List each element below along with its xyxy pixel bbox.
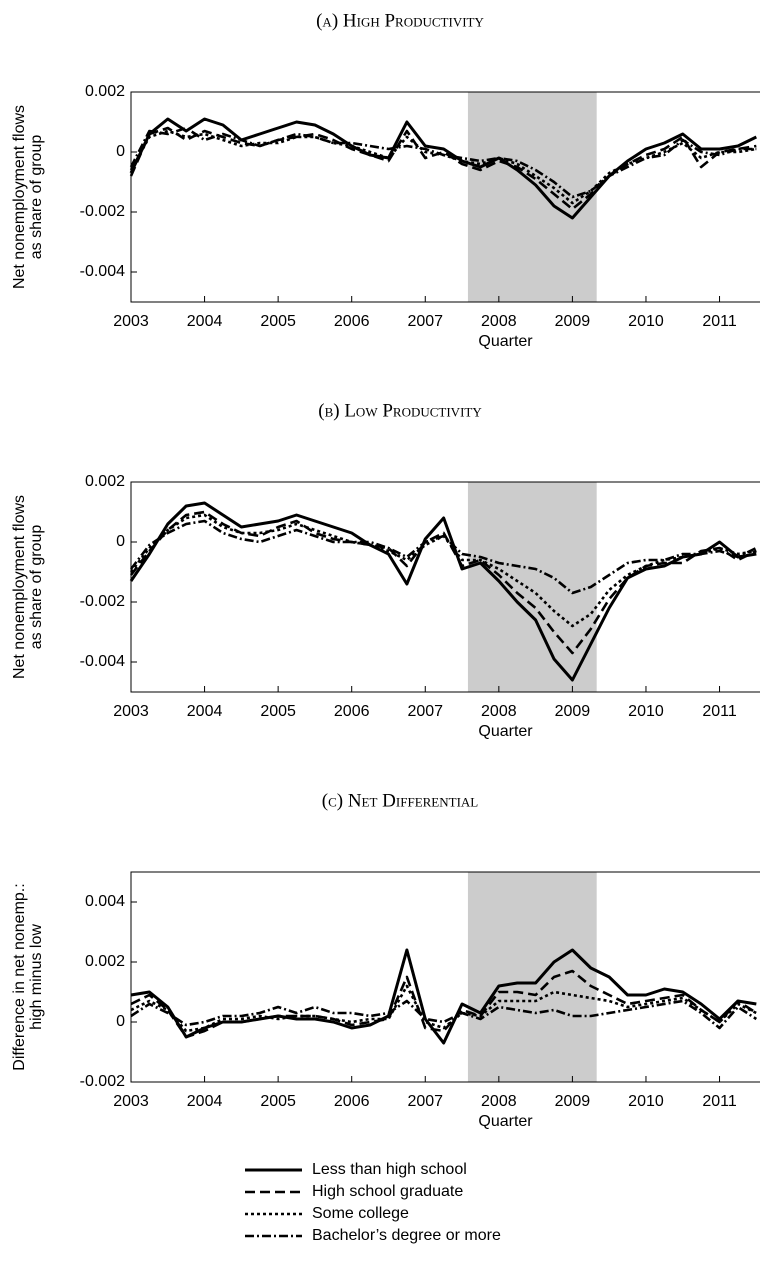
- series-line: Bachelor’s degree or more: [130, 999, 758, 1030]
- panel-title: (a) High Productivity: [316, 10, 484, 31]
- y-axis-label: Net nonemployment flows: [11, 105, 28, 289]
- legend-label: Some college: [312, 1205, 409, 1222]
- y-tick-label: 0.002: [85, 953, 125, 970]
- y-tick-label: -0.004: [80, 653, 125, 670]
- recession-shade: [467, 482, 597, 692]
- y-tick-label: -0.004: [80, 263, 125, 280]
- x-tick-label: 2008: [481, 1093, 517, 1110]
- x-axis-label: Quarter: [478, 1113, 533, 1130]
- series-line: High school graduate: [129, 510, 757, 655]
- x-tick-label: 2005: [260, 313, 296, 330]
- plot-frame: [130, 871, 760, 1083]
- x-tick-label: 2011: [702, 313, 737, 330]
- series-line: Less than high school: [129, 501, 757, 682]
- panel-title: (c) Net Differential: [322, 790, 479, 811]
- x-axis-label: Quarter: [478, 333, 533, 350]
- x-tick-label: 2006: [334, 1093, 370, 1110]
- x-tick-label: 2010: [628, 1093, 664, 1110]
- x-tick-label: 2003: [113, 313, 149, 330]
- x-tick-label: 2008: [481, 313, 517, 330]
- recession-shade: [467, 872, 597, 1082]
- series-line: High school graduate: [130, 969, 758, 1039]
- x-tick-label: 2011: [702, 1093, 737, 1110]
- recession-shade: [467, 92, 597, 302]
- x-tick-label: 2004: [187, 1093, 223, 1110]
- y-tick-label: 0: [116, 1013, 125, 1030]
- series-line: Bachelor’s degree or more: [129, 519, 757, 595]
- y-tick-label: 0: [116, 533, 125, 550]
- panel-title: (b) Low Productivity: [318, 400, 482, 421]
- x-tick-label: 2006: [334, 703, 370, 720]
- legend-label: High school graduate: [312, 1183, 463, 1200]
- y-tick-label: 0: [116, 143, 125, 160]
- x-tick-label: 2009: [555, 313, 591, 330]
- y-tick-label: -0.002: [80, 1073, 125, 1090]
- y-axis-label: as share of group: [28, 135, 45, 260]
- y-axis-label: Difference in net nonemp.:: [11, 883, 28, 1070]
- x-tick-label: 2004: [187, 313, 223, 330]
- x-tick-label: 2011: [702, 703, 737, 720]
- y-tick-label: 0.002: [85, 473, 125, 490]
- y-tick-label: 0.002: [85, 83, 125, 100]
- x-tick-label: 2009: [555, 1093, 591, 1110]
- x-tick-label: 2008: [481, 703, 517, 720]
- x-tick-label: 2007: [407, 313, 443, 330]
- x-tick-label: 2007: [407, 1093, 443, 1110]
- y-axis-label: as share of group: [28, 525, 45, 650]
- series-line: [129, 126, 757, 211]
- y-axis-label: Net nonemployment flows: [11, 495, 28, 679]
- x-axis-label: Quarter: [478, 723, 533, 740]
- y-tick-label: -0.002: [80, 593, 125, 610]
- x-tick-label: 2005: [260, 703, 296, 720]
- series-line: [129, 117, 757, 220]
- x-tick-label: 2007: [407, 703, 443, 720]
- series-line: Some college: [129, 513, 757, 628]
- y-axis-label: high minus low: [28, 924, 45, 1030]
- legend-label: Bachelor’s degree or more: [312, 1227, 501, 1244]
- legend-label: Less than high school: [312, 1161, 467, 1178]
- x-tick-label: 2003: [113, 703, 149, 720]
- x-tick-label: 2009: [555, 703, 591, 720]
- x-tick-label: 2010: [628, 703, 664, 720]
- series-line: [129, 129, 757, 205]
- series-line: Some college: [130, 984, 757, 1033]
- x-tick-label: 2003: [113, 1093, 149, 1110]
- x-tick-label: 2010: [628, 313, 664, 330]
- y-tick-label: 0.004: [85, 893, 125, 910]
- plot-frame: [130, 91, 760, 303]
- x-tick-label: 2006: [334, 313, 370, 330]
- y-tick-label: -0.002: [80, 203, 125, 220]
- x-tick-label: 2004: [187, 703, 223, 720]
- plot-frame: [130, 481, 760, 693]
- x-tick-label: 2005: [260, 1093, 296, 1110]
- series-line: [129, 126, 757, 199]
